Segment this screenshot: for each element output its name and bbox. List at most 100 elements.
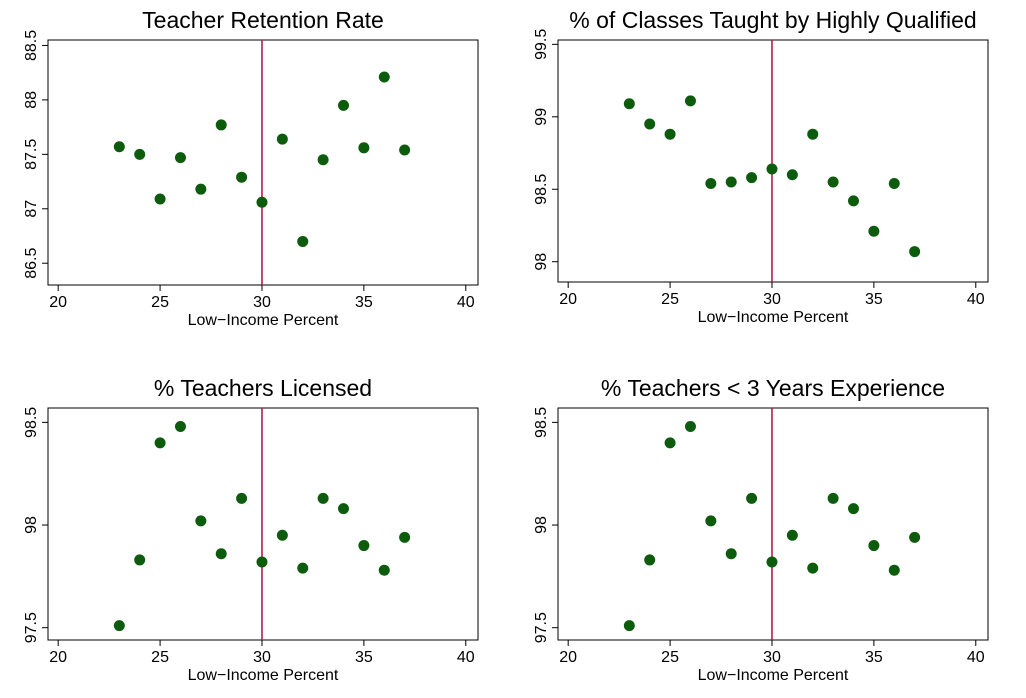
x-tick-label: 20 bbox=[559, 291, 577, 308]
x-tick-label: 40 bbox=[457, 649, 475, 666]
point bbox=[297, 562, 309, 574]
point bbox=[847, 195, 859, 207]
point bbox=[644, 554, 656, 566]
point bbox=[317, 154, 329, 166]
x-tick-label: 30 bbox=[253, 294, 271, 311]
x-tick-label: 20 bbox=[49, 294, 67, 311]
y-tick-label: 98 bbox=[533, 516, 550, 534]
point bbox=[766, 163, 778, 175]
point bbox=[909, 246, 921, 258]
x-tick-label: 35 bbox=[865, 291, 883, 308]
point bbox=[358, 142, 370, 154]
point bbox=[623, 98, 635, 110]
point bbox=[378, 564, 390, 576]
point bbox=[868, 540, 880, 552]
point bbox=[644, 118, 656, 130]
point bbox=[705, 515, 717, 527]
y-tick-label: 99 bbox=[533, 108, 550, 126]
x-tick-label: 25 bbox=[661, 291, 679, 308]
y-tick-label: 98.5 bbox=[533, 407, 550, 438]
point bbox=[827, 492, 839, 504]
point bbox=[358, 540, 370, 552]
point bbox=[337, 99, 349, 111]
x-tick-label: 30 bbox=[253, 649, 271, 666]
x-tick-label: 40 bbox=[457, 294, 475, 311]
point bbox=[664, 128, 676, 140]
point bbox=[337, 503, 349, 515]
y-tick-label: 87.5 bbox=[23, 139, 40, 170]
point bbox=[766, 556, 778, 568]
plot-frame bbox=[47, 407, 479, 641]
chart-title: % Teachers Licensed bbox=[154, 375, 372, 401]
point bbox=[664, 437, 676, 449]
point bbox=[807, 128, 819, 140]
y-tick-label: 98.5 bbox=[23, 407, 40, 438]
point bbox=[113, 141, 125, 153]
point bbox=[195, 515, 207, 527]
point bbox=[297, 235, 309, 247]
point bbox=[256, 556, 268, 568]
y-tick-label: 99.5 bbox=[533, 29, 550, 60]
chart-title: % of Classes Taught by Highly Qualified bbox=[569, 7, 976, 33]
x-tick-label: 30 bbox=[763, 291, 781, 308]
x-tick-label: 25 bbox=[151, 294, 169, 311]
point bbox=[195, 183, 207, 195]
y-tick-label: 98.5 bbox=[533, 174, 550, 205]
point bbox=[174, 152, 186, 164]
chart-title: Teacher Retention Rate bbox=[142, 7, 384, 33]
y-tick-label: 88 bbox=[23, 91, 40, 109]
y-tick-label: 86.5 bbox=[23, 248, 40, 279]
point bbox=[134, 148, 146, 160]
point bbox=[215, 548, 227, 560]
x-tick-label: 25 bbox=[151, 649, 169, 666]
point bbox=[399, 144, 411, 156]
x-axis-label: Low−Income Percent bbox=[698, 309, 849, 326]
plot-frame bbox=[557, 407, 989, 641]
x-tick-label: 20 bbox=[559, 649, 577, 666]
point bbox=[705, 177, 717, 189]
point bbox=[154, 437, 166, 449]
point bbox=[909, 531, 921, 543]
point bbox=[154, 193, 166, 205]
x-tick-label: 20 bbox=[49, 649, 67, 666]
point bbox=[868, 225, 880, 237]
y-tick-label: 87 bbox=[23, 200, 40, 218]
point bbox=[378, 71, 390, 83]
point bbox=[847, 503, 859, 515]
x-axis-label: Low−Income Percent bbox=[188, 667, 339, 684]
x-tick-label: 30 bbox=[763, 649, 781, 666]
point bbox=[256, 196, 268, 208]
x-tick-label: 25 bbox=[661, 649, 679, 666]
point bbox=[725, 176, 737, 188]
point bbox=[725, 548, 737, 560]
point bbox=[113, 620, 125, 632]
point bbox=[746, 492, 758, 504]
point bbox=[684, 95, 696, 107]
y-tick-label: 98 bbox=[23, 516, 40, 534]
y-tick-label: 97.5 bbox=[533, 612, 550, 643]
plot-frame bbox=[557, 39, 989, 283]
point bbox=[827, 176, 839, 188]
chart-title: % Teachers < 3 Years Experience bbox=[601, 375, 945, 401]
point bbox=[399, 531, 411, 543]
point bbox=[276, 133, 288, 145]
point bbox=[215, 119, 227, 131]
x-tick-label: 35 bbox=[355, 649, 373, 666]
point bbox=[888, 564, 900, 576]
x-tick-label: 40 bbox=[967, 649, 985, 666]
point bbox=[807, 562, 819, 574]
x-axis-label: Low−Income Percent bbox=[188, 312, 339, 329]
point bbox=[684, 420, 696, 432]
point bbox=[746, 172, 758, 184]
point bbox=[236, 492, 248, 504]
point bbox=[623, 620, 635, 632]
x-axis-label: Low−Income Percent bbox=[698, 667, 849, 684]
x-tick-label: 35 bbox=[355, 294, 373, 311]
point bbox=[174, 420, 186, 432]
x-tick-label: 40 bbox=[967, 291, 985, 308]
point bbox=[317, 492, 329, 504]
plot-frame bbox=[47, 39, 479, 286]
y-tick-label: 88.5 bbox=[23, 30, 40, 61]
y-tick-label: 97.5 bbox=[23, 612, 40, 643]
